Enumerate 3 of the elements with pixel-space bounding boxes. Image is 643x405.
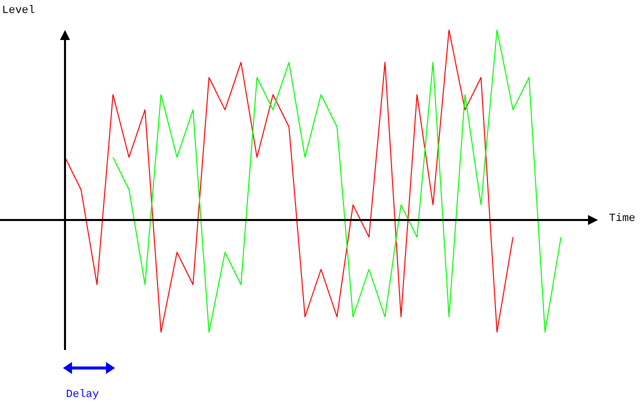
x-axis-title: Time — [609, 213, 636, 225]
text: Delay — [66, 389, 100, 401]
y-axis-title: Level — [2, 5, 36, 17]
